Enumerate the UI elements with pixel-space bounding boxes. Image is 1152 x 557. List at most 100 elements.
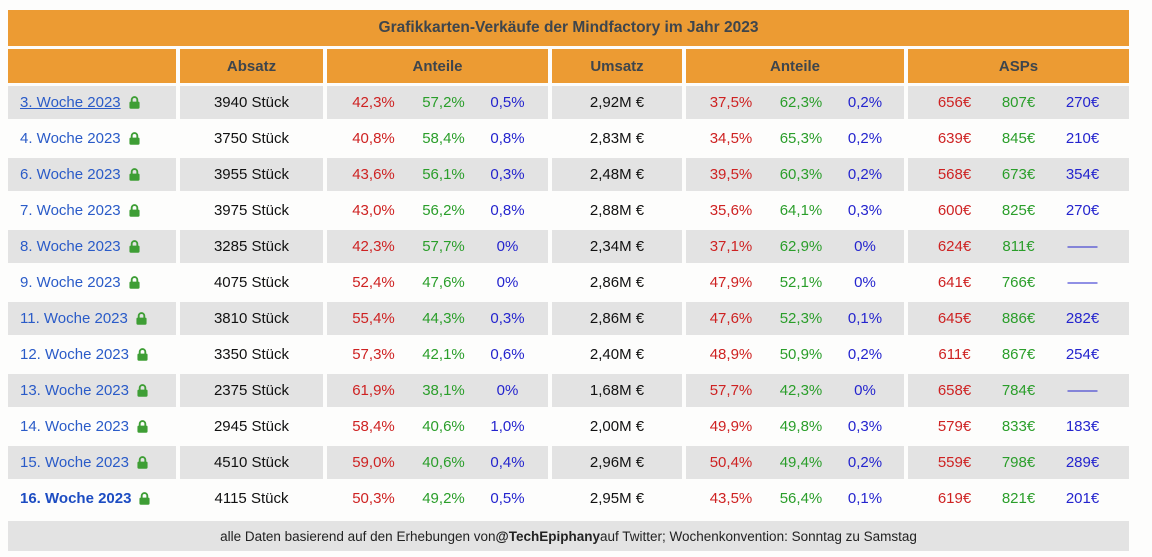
week-link[interactable]: 16. Woche 2023 xyxy=(20,490,132,507)
lock-icon xyxy=(129,204,140,217)
umsatz-cell: 2,86M € xyxy=(589,274,645,291)
week-cell: 6. Woche 2023 xyxy=(8,158,176,191)
anteile-units-cell: 50,3% 49,2% 0,5% xyxy=(352,490,525,507)
umsatz-cell: 2,95M € xyxy=(589,490,645,507)
week-cell: 7. Woche 2023 xyxy=(8,194,176,227)
week-cell: 14. Woche 2023 xyxy=(8,410,176,443)
umsatz-cell: 2,34M € xyxy=(552,230,682,263)
umsatz-cell: 2,40M € xyxy=(589,346,645,363)
absatz-cell: 3750 Stück xyxy=(213,130,290,147)
anteile-units-cell: 59,0% 40,6% 0,4% xyxy=(327,446,548,479)
week-link[interactable]: 9. Woche 2023 xyxy=(20,274,121,291)
week-cell: 8. Woche 2023 xyxy=(8,230,176,263)
lock-icon xyxy=(137,348,148,361)
anteile-units-cell: 58,4% 40,6% 1,0% xyxy=(352,418,525,435)
umsatz-cell: 2,48M € xyxy=(552,158,682,191)
week-link[interactable]: 3. Woche 2023 xyxy=(20,94,121,111)
anteile-units-cell: 57,3% 42,1% 0,6% xyxy=(352,346,525,363)
week-link[interactable]: 8. Woche 2023 xyxy=(20,238,121,255)
absatz-cell: 3955 Stück xyxy=(180,158,323,191)
anteile-revenue-cell: 37,1% 62,9% 0% xyxy=(686,230,904,263)
week-cell: 12. Woche 2023 xyxy=(8,338,176,371)
asps-cell: 658€ 784€ —— xyxy=(908,374,1129,407)
week-cell: 9. Woche 2023 xyxy=(8,266,176,299)
asps-cell: 600€ 825€ 270€ xyxy=(937,202,1100,219)
header-asps: ASPs xyxy=(908,49,1129,83)
week-cell: 4. Woche 2023 xyxy=(8,122,176,155)
table-row: 14. Woche 2023 2945 Stück 58,4% 40,6% 1,0% 2,… xyxy=(8,410,1129,443)
absatz-cell: 2945 Stück xyxy=(213,418,290,435)
week-link[interactable]: 15. Woche 2023 xyxy=(20,454,129,471)
week-link[interactable]: 11. Woche 2023 xyxy=(20,310,128,327)
week-link[interactable]: 4. Woche 2023 xyxy=(20,130,121,147)
table-row: 4. Woche 2023 3750 Stück 40,8% 58,4% 0,8% 2,8… xyxy=(8,122,1129,155)
anteile-revenue-cell: 49,9% 49,8% 0,3% xyxy=(709,418,883,435)
week-cell: 11. Woche 2023 xyxy=(8,302,176,335)
week-cell: 16. Woche 2023 xyxy=(8,482,176,515)
table-row: 13. Woche 2023 2375 Stück 61,9% 38,1% 0% 1,68… xyxy=(8,374,1129,407)
asps-cell: 641€ 766€ —— xyxy=(937,274,1098,291)
absatz-cell: 2375 Stück xyxy=(180,374,323,407)
header-anteile-units: Anteile xyxy=(327,49,548,83)
anteile-revenue-cell: 39,5% 60,3% 0,2% xyxy=(686,158,904,191)
absatz-cell: 4075 Stück xyxy=(213,274,290,291)
lock-icon xyxy=(129,276,140,289)
week-link[interactable]: 6. Woche 2023 xyxy=(20,166,121,183)
anteile-units-cell: 42,3% 57,7% 0% xyxy=(327,230,548,263)
table-row: 8. Woche 2023 3285 Stück 42,3% 57,7% 0% 2,34M… xyxy=(8,230,1129,263)
asps-cell: 579€ 833€ 183€ xyxy=(937,418,1100,435)
sales-table: Grafikkarten-Verkäufe der Mindfactory im… xyxy=(8,10,1129,551)
asps-cell: 568€ 673€ 354€ xyxy=(908,158,1129,191)
absatz-cell: 3285 Stück xyxy=(180,230,323,263)
lock-icon xyxy=(129,96,140,109)
table-title: Grafikkarten-Verkäufe der Mindfactory im… xyxy=(8,10,1129,46)
anteile-units-cell: 43,0% 56,2% 0,8% xyxy=(352,202,525,219)
absatz-cell: 3350 Stück xyxy=(213,346,290,363)
anteile-units-cell: 42,3% 57,2% 0,5% xyxy=(327,86,548,119)
anteile-units-cell: 52,4% 47,6% 0% xyxy=(352,274,519,291)
anteile-revenue-cell: 37,5% 62,3% 0,2% xyxy=(686,86,904,119)
umsatz-cell: 2,86M € xyxy=(552,302,682,335)
lock-icon xyxy=(129,240,140,253)
asps-cell: 611€ 867€ 254€ xyxy=(938,346,1100,363)
week-link[interactable]: 13. Woche 2023 xyxy=(20,382,129,399)
table-row: 7. Woche 2023 3975 Stück 43,0% 56,2% 0,8% 2,8… xyxy=(8,194,1129,227)
anteile-revenue-cell: 43,5% 56,4% 0,1% xyxy=(709,490,883,507)
week-link[interactable]: 14. Woche 2023 xyxy=(20,418,129,435)
lock-icon xyxy=(129,132,140,145)
umsatz-cell: 2,96M € xyxy=(552,446,682,479)
anteile-revenue-cell: 57,7% 42,3% 0% xyxy=(686,374,904,407)
anteile-revenue-cell: 48,9% 50,9% 0,2% xyxy=(709,346,883,363)
asps-cell: 559€ 798€ 289€ xyxy=(908,446,1129,479)
table-row: 11. Woche 2023 3810 Stück 55,4% 44,3% 0,3% 2,… xyxy=(8,302,1129,335)
absatz-cell: 4115 Stück xyxy=(214,490,289,507)
umsatz-cell: 2,92M € xyxy=(552,86,682,119)
table-row: 12. Woche 2023 3350 Stück 57,3% 42,1% 0,6% 2,… xyxy=(8,338,1129,371)
absatz-cell: 3940 Stück xyxy=(180,86,323,119)
asps-cell: 645€ 886€ 282€ xyxy=(908,302,1129,335)
table-row: 6. Woche 2023 3955 Stück 43,6% 56,1% 0,3% 2,4… xyxy=(8,158,1129,191)
footer-text-post: auf Twitter; Wochenkonvention: Sonntag z… xyxy=(599,528,917,544)
header-umsatz: Umsatz xyxy=(552,49,682,83)
footer-handle: @TechEpiphany xyxy=(495,528,600,544)
anteile-units-cell: 55,4% 44,3% 0,3% xyxy=(327,302,548,335)
week-link[interactable]: 7. Woche 2023 xyxy=(20,202,121,219)
umsatz-cell: 2,00M € xyxy=(589,418,645,435)
header-anteile-revenue: Anteile xyxy=(686,49,904,83)
anteile-revenue-cell: 47,6% 52,3% 0,1% xyxy=(686,302,904,335)
table-row: 9. Woche 2023 4075 Stück 52,4% 47,6% 0% 2,86M… xyxy=(8,266,1129,299)
lock-icon xyxy=(129,168,140,181)
week-cell: 15. Woche 2023 xyxy=(8,446,176,479)
anteile-revenue-cell: 47,9% 52,1% 0% xyxy=(709,274,876,291)
table-footer: alle Daten basierend auf den Erhebungen … xyxy=(8,521,1129,551)
week-link[interactable]: 12. Woche 2023 xyxy=(20,346,129,363)
table-header-row: Absatz Anteile Umsatz Anteile ASPs xyxy=(8,49,1129,83)
anteile-revenue-cell: 35,6% 64,1% 0,3% xyxy=(709,202,883,219)
absatz-cell: 3810 Stück xyxy=(180,302,323,335)
anteile-units-cell: 43,6% 56,1% 0,3% xyxy=(327,158,548,191)
week-cell: 3. Woche 2023 xyxy=(8,86,176,119)
table-row: 16. Woche 2023 4115 Stück 50,3% 49,2% 0,5% 2,… xyxy=(8,482,1129,515)
asps-cell: 656€ 807€ 270€ xyxy=(908,86,1129,119)
anteile-revenue-cell: 50,4% 49,4% 0,2% xyxy=(686,446,904,479)
umsatz-cell: 2,83M € xyxy=(589,130,645,147)
